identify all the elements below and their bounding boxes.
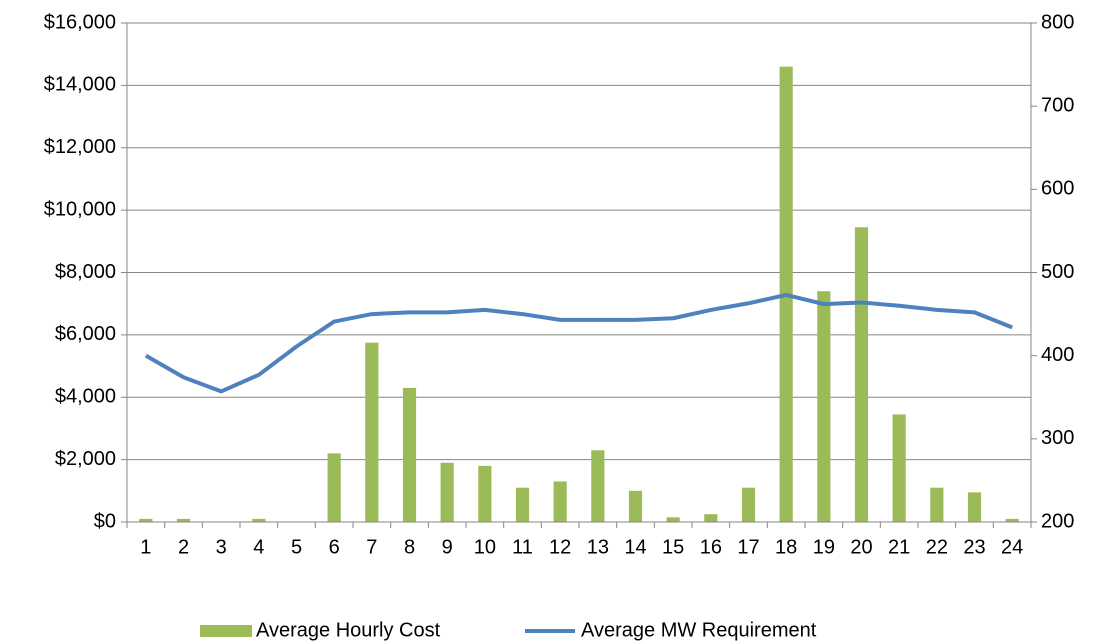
x-tick-label: 7 bbox=[366, 536, 377, 558]
bar bbox=[930, 487, 944, 522]
x-tick-label: 1 bbox=[140, 536, 151, 558]
x-tick-label: 8 bbox=[404, 536, 415, 558]
x-tick-label: 6 bbox=[329, 536, 340, 558]
x-tick-label: 9 bbox=[442, 536, 453, 558]
y-tick-label: $16,000 bbox=[44, 11, 116, 33]
bar bbox=[817, 291, 831, 522]
x-tick-label: 14 bbox=[624, 536, 646, 558]
x-tick-label: 11 bbox=[512, 536, 533, 558]
line bbox=[144, 292, 1013, 394]
legend-label: Average Hourly Cost bbox=[256, 619, 441, 641]
y-tick-label: $8,000 bbox=[55, 261, 116, 283]
bar bbox=[252, 518, 266, 522]
y-tick-label: $2,000 bbox=[55, 448, 116, 470]
bar bbox=[553, 481, 567, 522]
y2-tick-label: 200 bbox=[1041, 510, 1074, 532]
bar bbox=[892, 414, 906, 522]
y-tick-label: $4,000 bbox=[55, 386, 116, 408]
bar bbox=[515, 487, 530, 522]
bar bbox=[1005, 518, 1019, 522]
y2-tick-label: 400 bbox=[1041, 344, 1074, 366]
y2-tick-label: 500 bbox=[1041, 261, 1074, 283]
x-tick-label: 24 bbox=[1001, 536, 1023, 558]
bar bbox=[628, 490, 643, 522]
x-tick-label: 3 bbox=[216, 536, 227, 558]
bar bbox=[365, 342, 379, 522]
bar bbox=[854, 227, 869, 522]
y-tick-label: $12,000 bbox=[44, 136, 116, 158]
x-tick-label: 16 bbox=[700, 536, 722, 558]
y2-tick-label: 300 bbox=[1041, 427, 1074, 449]
x-tick-label: 23 bbox=[963, 536, 985, 558]
x-tick-label: 18 bbox=[775, 536, 797, 558]
x-tick-label: 4 bbox=[253, 536, 264, 558]
y-tick-label: $10,000 bbox=[44, 198, 116, 220]
bar bbox=[478, 465, 492, 522]
y-tick-label: $14,000 bbox=[44, 74, 116, 96]
x-tick-label: 19 bbox=[813, 536, 835, 558]
y2-tick-label: 600 bbox=[1041, 178, 1074, 200]
x-tick-label: 17 bbox=[737, 536, 759, 558]
x-tick-label: 5 bbox=[291, 536, 302, 558]
x-tick-label: 10 bbox=[474, 536, 496, 558]
bar bbox=[741, 487, 756, 522]
bar bbox=[440, 462, 454, 522]
bar bbox=[327, 453, 341, 522]
bar bbox=[666, 517, 680, 522]
legend-label: Average MW Requirement bbox=[581, 619, 817, 641]
x-tick-label: 20 bbox=[850, 536, 872, 558]
y2-tick-label: 700 bbox=[1041, 94, 1074, 116]
x-tick-label: 21 bbox=[888, 536, 910, 558]
x-tick-label: 13 bbox=[587, 536, 609, 558]
bar bbox=[402, 387, 417, 522]
legend-swatch bbox=[200, 625, 252, 637]
y-tick-label: $0 bbox=[94, 510, 116, 532]
x-tick-label: 22 bbox=[926, 536, 948, 558]
bar bbox=[139, 518, 153, 522]
bar bbox=[591, 450, 605, 522]
x-tick-label: 12 bbox=[549, 536, 571, 558]
y-tick-label: $6,000 bbox=[55, 323, 116, 345]
y2-tick-label: 800 bbox=[1041, 11, 1074, 33]
x-tick-label: 2 bbox=[178, 536, 189, 558]
bar bbox=[176, 518, 191, 522]
x-tick-label: 15 bbox=[662, 536, 684, 558]
bar bbox=[704, 514, 718, 522]
bar bbox=[967, 492, 982, 522]
